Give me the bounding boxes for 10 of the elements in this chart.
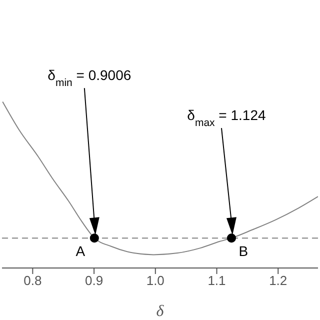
x-tick-label: 0.9 — [85, 273, 104, 288]
x-tick-label: 1.0 — [146, 273, 164, 288]
x-tick-label: 1.2 — [269, 273, 288, 288]
annotation: A — [76, 243, 86, 260]
x-tick-label: 0.8 — [24, 273, 42, 288]
x-axis-title: δ — [156, 303, 164, 320]
annotation: δ$_{max}$ = 1.124 — [187, 107, 266, 130]
annotation: B — [238, 243, 248, 260]
x-tick-label: 1.1 — [208, 273, 226, 288]
text: δ$_{min}$ = 0.9006 — [48, 67, 132, 90]
